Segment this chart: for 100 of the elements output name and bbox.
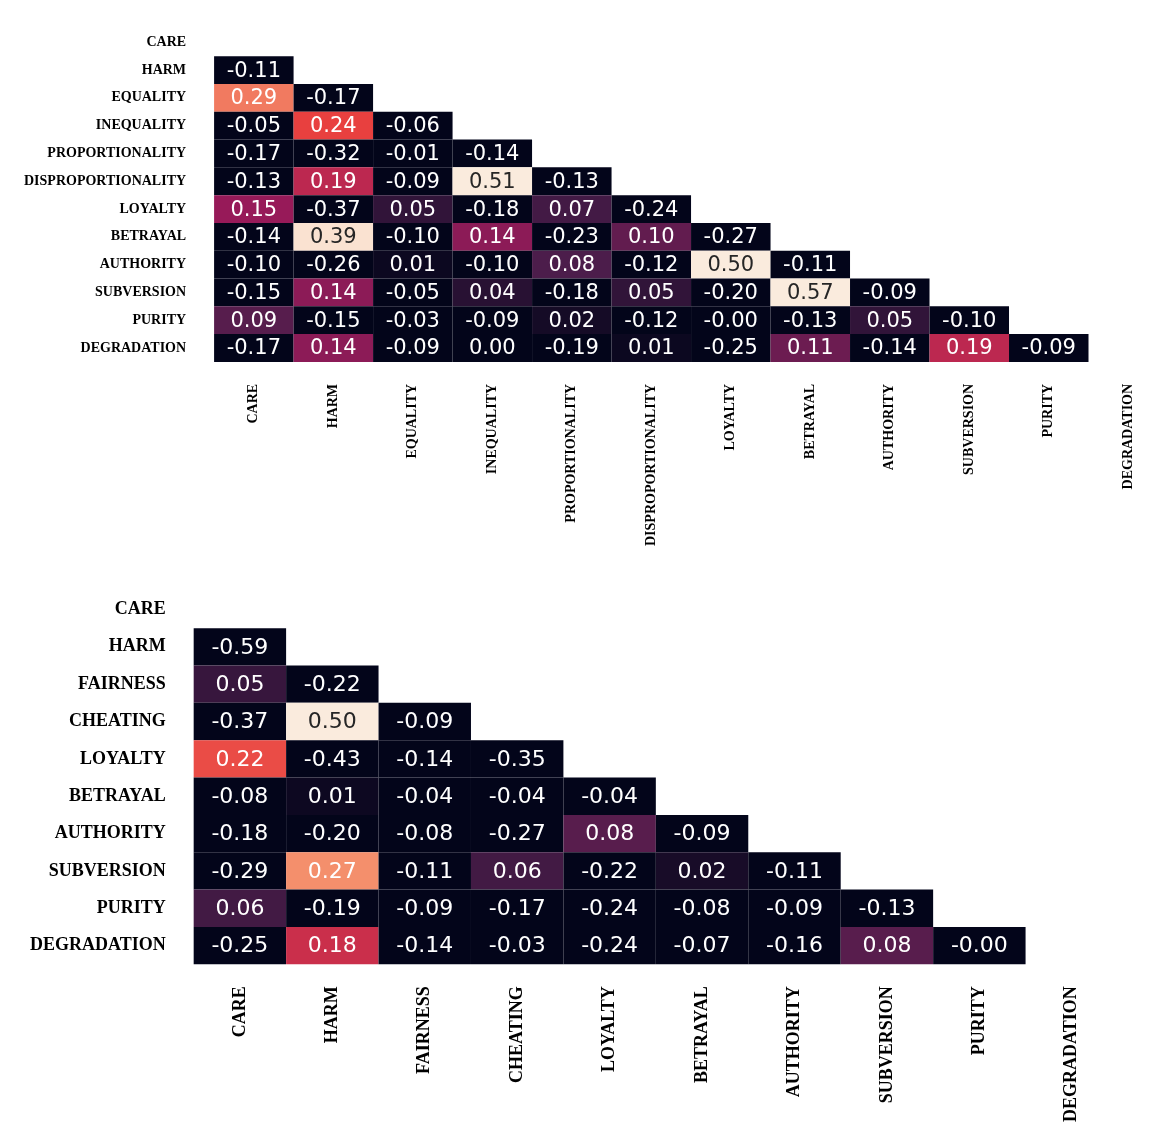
x-tick-label: AUTHORITY [783,986,804,1098]
data-label: 0.05 [389,196,437,221]
x-tick-label: DISPROPORTIONALITY [642,383,658,547]
data-label: -0.24 [581,932,639,958]
data-label: 0.10 [627,224,675,249]
x-tick-label: LOYALTY [722,383,738,451]
data-label: -0.19 [303,895,361,921]
data-label: -0.27 [488,820,546,846]
y-tick-label: AUTHORITY [99,256,187,272]
x-tick-label: DEGRADATION [1119,383,1135,490]
data-label: 0.06 [492,857,542,883]
data-label: -0.35 [488,745,546,771]
data-label: -0.05 [226,113,282,138]
data-label: -0.59 [211,633,269,659]
data-label: -0.15 [306,307,361,332]
x-tick-label: LOYALTY [598,986,619,1073]
data-label: -0.43 [303,745,361,771]
data-label: -0.27 [703,224,758,249]
data-label: 0.02 [677,857,727,883]
data-label: -0.11 [766,857,823,883]
y-tick-label: HARM [108,635,166,656]
data-label: -0.25 [211,932,269,958]
data-label: -0.07 [673,932,731,958]
data-label: -0.13 [226,168,282,193]
x-tick-label: PURITY [968,986,989,1056]
data-label: -0.08 [396,820,454,846]
data-label: -0.17 [488,895,546,921]
data-label: 0.27 [307,857,357,883]
data-label: 0.05 [866,307,914,332]
data-label: -0.17 [306,85,361,110]
y-tick-label: PURITY [132,311,187,327]
data-label: -0.11 [783,252,838,277]
x-tick-label: EQUALITY [404,383,420,459]
y-tick-label: CARE [114,598,166,619]
data-label: -0.25 [703,335,758,360]
data-label: -0.09 [385,168,440,193]
data-label: -0.10 [942,307,997,332]
data-label: -0.10 [226,252,282,277]
data-label: 0.05 [627,279,675,304]
data-label: -0.03 [385,307,440,332]
data-label: 0.24 [309,113,357,138]
data-label: -0.24 [581,895,639,921]
data-label: 0.00 [468,335,516,360]
data-label: -0.23 [544,224,599,249]
data-label: -0.37 [306,196,361,221]
y-tick-label: SUBVERSION [95,284,187,300]
x-tick-label: PURITY [1040,383,1056,438]
data-label: -0.24 [624,196,679,221]
data-label: 0.08 [862,932,912,958]
y-tick-label: DEGRADATION [29,934,166,955]
x-tick-label: SUBVERSION [960,383,976,475]
data-label: -0.14 [226,224,282,249]
data-label: -0.26 [306,252,361,277]
data-label: -0.19 [544,335,599,360]
data-label: -0.09 [1021,335,1076,360]
x-tick-label: CARE [245,383,261,424]
data-label: -0.08 [211,782,269,808]
data-label: 0.57 [786,279,834,304]
y-tick-label: INEQUALITY [95,117,187,133]
y-tick-label: CARE [146,33,187,49]
y-tick-label: FAIRNESS [77,672,166,693]
data-label: -0.16 [766,932,823,958]
y-tick-label: DEGRADATION [80,339,187,355]
data-label: -0.05 [385,279,440,304]
y-tick-label: PROPORTIONALITY [47,145,187,161]
data-label: 0.22 [215,745,265,771]
data-label: 0.04 [468,279,516,304]
data-label: -0.11 [226,57,282,82]
data-label: -0.20 [703,279,758,304]
y-tick-label: PURITY [96,896,166,917]
data-label: -0.04 [581,782,639,808]
data-label: 0.08 [548,252,596,277]
data-label: 0.15 [230,196,278,221]
data-label: -0.09 [862,279,917,304]
y-tick-label: LOYALTY [79,747,166,768]
y-tick-label: SUBVERSION [48,859,166,880]
x-tick-label: FAIRNESS [413,986,434,1075]
data-label: -0.10 [385,224,440,249]
x-tick-label: INEQUALITY [483,383,499,475]
data-label: -0.14 [396,932,454,958]
x-tick-label: SUBVERSION [875,986,896,1104]
data-label: -0.20 [303,820,361,846]
data-label: 0.19 [945,335,993,360]
y-tick-label: HARM [141,61,187,77]
data-label: -0.09 [766,895,823,921]
x-tick-label: HARM [320,986,341,1044]
data-label: -0.09 [673,820,731,846]
data-label: -0.18 [544,279,599,304]
data-label: -0.29 [211,857,269,883]
data-label: 0.14 [309,279,357,304]
y-tick-label: EQUALITY [111,89,187,105]
data-label: -0.37 [211,708,269,734]
y-tick-label: BETRAYAL [68,784,166,805]
data-label: -0.00 [703,307,758,332]
x-tick-label: PROPORTIONALITY [563,383,579,523]
data-label: 0.29 [230,85,278,110]
x-tick-label: AUTHORITY [881,383,897,471]
data-label: 0.06 [215,895,265,921]
data-label: 0.05 [215,670,265,696]
data-label: -0.22 [303,670,361,696]
